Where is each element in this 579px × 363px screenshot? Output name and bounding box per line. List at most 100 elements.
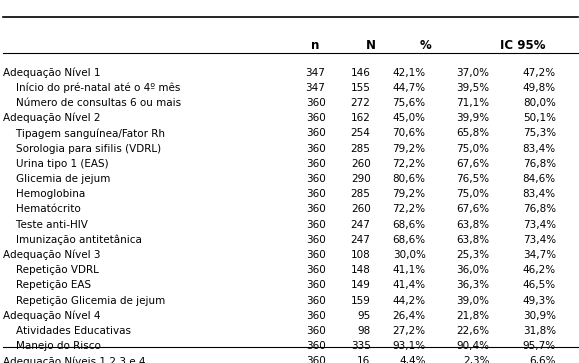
- Text: 71,1%: 71,1%: [456, 98, 489, 108]
- Text: 254: 254: [351, 129, 371, 138]
- Text: 65,8%: 65,8%: [456, 129, 489, 138]
- Text: 272: 272: [351, 98, 371, 108]
- Text: 39,5%: 39,5%: [456, 83, 489, 93]
- Text: 44,2%: 44,2%: [393, 295, 426, 306]
- Text: 260: 260: [351, 159, 371, 169]
- Text: 75,0%: 75,0%: [456, 189, 489, 199]
- Text: 93,1%: 93,1%: [393, 341, 426, 351]
- Text: 260: 260: [351, 204, 371, 215]
- Text: 49,3%: 49,3%: [523, 295, 556, 306]
- Text: 108: 108: [351, 250, 371, 260]
- Text: 162: 162: [351, 113, 371, 123]
- Text: 360: 360: [306, 250, 325, 260]
- Text: 68,6%: 68,6%: [393, 235, 426, 245]
- Text: Número de consultas 6 ou mais: Número de consultas 6 ou mais: [3, 98, 181, 108]
- Text: 50,1%: 50,1%: [523, 113, 556, 123]
- Text: 75,6%: 75,6%: [393, 98, 426, 108]
- Text: 25,3%: 25,3%: [456, 250, 489, 260]
- Text: 70,6%: 70,6%: [393, 129, 426, 138]
- Text: 46,2%: 46,2%: [523, 265, 556, 275]
- Text: 63,8%: 63,8%: [456, 220, 489, 230]
- Text: 360: 360: [306, 113, 325, 123]
- Text: Hematócrito: Hematócrito: [3, 204, 80, 215]
- Text: Manejo do Risco: Manejo do Risco: [3, 341, 101, 351]
- Text: 290: 290: [351, 174, 371, 184]
- Text: 149: 149: [351, 280, 371, 290]
- Text: 36,3%: 36,3%: [456, 280, 489, 290]
- Text: 335: 335: [351, 341, 371, 351]
- Text: Sorologia para sifilis (VDRL): Sorologia para sifilis (VDRL): [3, 144, 161, 154]
- Text: 30,9%: 30,9%: [523, 311, 556, 321]
- Text: 148: 148: [351, 265, 371, 275]
- Text: 360: 360: [306, 144, 325, 154]
- Text: 42,1%: 42,1%: [393, 68, 426, 78]
- Text: 360: 360: [306, 204, 325, 215]
- Text: 22,6%: 22,6%: [456, 326, 489, 336]
- Text: Repetição EAS: Repetição EAS: [3, 280, 91, 290]
- Text: 90,4%: 90,4%: [456, 341, 489, 351]
- Text: Início do pré-natal até o 4º mês: Início do pré-natal até o 4º mês: [3, 83, 180, 93]
- Text: IC 95%: IC 95%: [500, 39, 545, 52]
- Text: 146: 146: [351, 68, 371, 78]
- Text: 45,0%: 45,0%: [393, 113, 426, 123]
- Text: Adequação Nível 4: Adequação Nível 4: [3, 310, 100, 321]
- Text: 30,0%: 30,0%: [393, 250, 426, 260]
- Text: 360: 360: [306, 326, 325, 336]
- Text: 79,2%: 79,2%: [393, 144, 426, 154]
- Text: 80,0%: 80,0%: [523, 98, 556, 108]
- Text: 360: 360: [306, 159, 325, 169]
- Text: 75,3%: 75,3%: [523, 129, 556, 138]
- Text: 41,1%: 41,1%: [393, 265, 426, 275]
- Text: Adequação Níveis 1,2,3 e 4: Adequação Níveis 1,2,3 e 4: [3, 356, 145, 363]
- Text: 83,4%: 83,4%: [523, 189, 556, 199]
- Text: 39,0%: 39,0%: [456, 295, 489, 306]
- Text: 247: 247: [351, 235, 371, 245]
- Text: Urina tipo 1 (EAS): Urina tipo 1 (EAS): [3, 159, 108, 169]
- Text: 34,7%: 34,7%: [523, 250, 556, 260]
- Text: 360: 360: [306, 341, 325, 351]
- Text: 360: 360: [306, 265, 325, 275]
- Text: 95,7%: 95,7%: [523, 341, 556, 351]
- Text: 31,8%: 31,8%: [523, 326, 556, 336]
- Text: 67,6%: 67,6%: [456, 204, 489, 215]
- Text: 36,0%: 36,0%: [456, 265, 489, 275]
- Text: 80,6%: 80,6%: [393, 174, 426, 184]
- Text: 360: 360: [306, 129, 325, 138]
- Text: 360: 360: [306, 295, 325, 306]
- Text: 98: 98: [357, 326, 371, 336]
- Text: 79,2%: 79,2%: [393, 189, 426, 199]
- Text: 75,0%: 75,0%: [456, 144, 489, 154]
- Text: 76,8%: 76,8%: [523, 204, 556, 215]
- Text: 4,4%: 4,4%: [399, 356, 426, 363]
- Text: Teste anti-HIV: Teste anti-HIV: [3, 220, 88, 230]
- Text: 360: 360: [306, 235, 325, 245]
- Text: 360: 360: [306, 174, 325, 184]
- Text: 44,7%: 44,7%: [393, 83, 426, 93]
- Text: 68,6%: 68,6%: [393, 220, 426, 230]
- Text: 37,0%: 37,0%: [456, 68, 489, 78]
- Text: 360: 360: [306, 98, 325, 108]
- Text: 95: 95: [357, 311, 371, 321]
- Text: 41,4%: 41,4%: [393, 280, 426, 290]
- Text: 247: 247: [351, 220, 371, 230]
- Text: 155: 155: [351, 83, 371, 93]
- Text: 73,4%: 73,4%: [523, 235, 556, 245]
- Text: Adequação Nível 2: Adequação Nível 2: [3, 113, 100, 123]
- Text: 63,8%: 63,8%: [456, 235, 489, 245]
- Text: 360: 360: [306, 220, 325, 230]
- Text: 285: 285: [351, 144, 371, 154]
- Text: 285: 285: [351, 189, 371, 199]
- Text: Tipagem sanguínea/Fator Rh: Tipagem sanguínea/Fator Rh: [3, 128, 165, 139]
- Text: Adequação Nível 3: Adequação Nível 3: [3, 250, 100, 260]
- Text: 16: 16: [357, 356, 371, 363]
- Text: 67,6%: 67,6%: [456, 159, 489, 169]
- Text: 6,6%: 6,6%: [529, 356, 556, 363]
- Text: Hemoglobina: Hemoglobina: [3, 189, 85, 199]
- Text: 73,4%: 73,4%: [523, 220, 556, 230]
- Text: Glicemia de jejum: Glicemia de jejum: [3, 174, 110, 184]
- Text: 347: 347: [306, 68, 325, 78]
- Text: N: N: [365, 39, 376, 52]
- Text: 83,4%: 83,4%: [523, 144, 556, 154]
- Text: Adequação Nível 1: Adequação Nível 1: [3, 68, 100, 78]
- Text: 360: 360: [306, 311, 325, 321]
